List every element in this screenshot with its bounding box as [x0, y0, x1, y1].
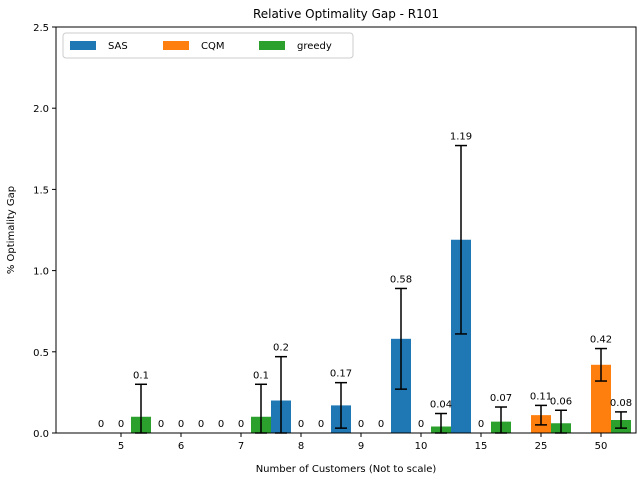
x-tick-label-6: 6: [178, 441, 184, 452]
value-label-sas-15: 1.19: [450, 132, 472, 143]
y-tick-label-0.0: 0.0: [33, 429, 49, 440]
bar-sas-15: [451, 239, 471, 433]
y-tick-label-1.0: 1.0: [33, 267, 49, 278]
y-tick-label-2.5: 2.5: [33, 23, 49, 34]
y-axis-label: % Optimality Gap: [6, 186, 17, 274]
legend-label-greedy: greedy: [297, 41, 332, 52]
value-label-sas-5: 0: [98, 419, 104, 430]
value-label-cqm-8: 0: [298, 419, 304, 430]
legend-label-cqm: CQM: [201, 41, 224, 52]
plot-area: 0 0 00.20.170.581.190 0 0 0 0 0 00.110.420.100.1…: [33, 23, 637, 452]
y-tick-label-0.5: 0.5: [33, 348, 49, 359]
value-label-sas-10: 0.58: [390, 274, 412, 285]
y-tick-label-1.5: 1.5: [33, 185, 49, 196]
legend-box: [62, 32, 354, 59]
value-label-cqm-7: 0: [238, 419, 244, 430]
value-label-cqm-50: 0.42: [590, 335, 612, 346]
x-axis-label: Number of Customers (Not to scale): [256, 464, 437, 475]
value-label-cqm-15: 0: [478, 419, 484, 430]
value-label-greedy-15: 0.07: [490, 393, 512, 404]
bar-cqm-50: [591, 364, 611, 433]
value-label-cqm-25: 0.11: [530, 391, 552, 402]
value-label-sas-6: 0: [158, 419, 164, 430]
value-label-sas-8: 0.2: [273, 343, 289, 354]
value-label-sas-7: 0: [218, 419, 224, 430]
value-label-cqm-9: 0: [358, 419, 364, 430]
x-tick-label-50: 50: [595, 441, 608, 452]
legend: SAS CQM greedy: [62, 32, 354, 59]
legend-swatch-sas: [70, 41, 96, 50]
x-tick-label-5: 5: [118, 441, 124, 452]
legend-swatch-greedy: [259, 41, 285, 50]
legend-label-sas: SAS: [108, 41, 128, 52]
value-label-cqm-10: 0: [418, 419, 424, 430]
value-label-greedy-6: 0: [198, 419, 204, 430]
x-tick-label-8: 8: [298, 441, 304, 452]
x-tick-label-10: 10: [415, 441, 428, 452]
value-label-greedy-9: 0: [378, 419, 384, 430]
value-label-greedy-7: 0.1: [253, 370, 269, 381]
x-tick-label-15: 15: [475, 441, 488, 452]
value-label-greedy-5: 0.1: [133, 370, 149, 381]
x-tick-label-25: 25: [535, 441, 548, 452]
chart-title: Relative Optimality Gap - R101: [253, 7, 439, 21]
x-tick-label-9: 9: [358, 441, 364, 452]
value-label-cqm-6: 0: [178, 419, 184, 430]
value-label-greedy-10: 0.04: [430, 400, 452, 411]
y-tick-label-2.0: 2.0: [33, 104, 49, 115]
legend-swatch-cqm: [163, 41, 189, 50]
value-label-greedy-25: 0.06: [550, 396, 572, 407]
plot-frame: [55, 26, 637, 434]
value-label-greedy-50: 0.08: [610, 398, 632, 409]
value-label-cqm-5: 0: [118, 419, 124, 430]
value-label-sas-9: 0.17: [330, 369, 352, 380]
x-tick-label-7: 7: [238, 441, 244, 452]
value-label-greedy-8: 0: [318, 419, 324, 430]
